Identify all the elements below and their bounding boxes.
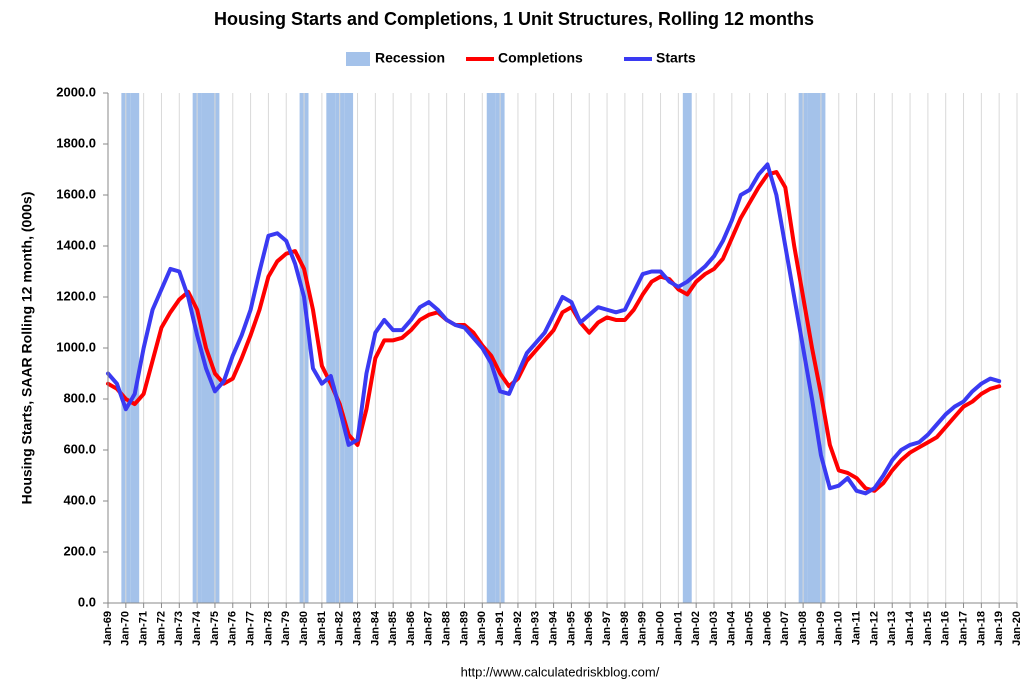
recession-bar <box>682 93 692 603</box>
recession-bar <box>486 93 496 603</box>
x-tick-label: Jan-00 <box>654 611 666 646</box>
x-tick-label: Jan-97 <box>601 611 613 646</box>
x-tick-label: Jan-05 <box>744 611 756 646</box>
x-tick-label: Jan-02 <box>690 611 702 646</box>
x-tick-label: Jan-76 <box>227 611 239 646</box>
legend-swatch <box>346 52 370 66</box>
y-tick-label: 2000.0 <box>56 84 96 99</box>
y-tick-label: 800.0 <box>63 390 96 405</box>
x-tick-label: Jan-08 <box>797 611 809 646</box>
x-tick-label: Jan-06 <box>761 611 773 646</box>
recession-bar <box>130 93 140 603</box>
x-tick-label: Jan-85 <box>387 611 399 646</box>
x-tick-label: Jan-73 <box>173 611 185 646</box>
x-tick-label: Jan-90 <box>476 611 488 646</box>
x-tick-label: Jan-88 <box>441 611 453 646</box>
x-tick-label: Jan-12 <box>868 611 880 646</box>
x-tick-label: Jan-78 <box>262 611 274 646</box>
x-tick-label: Jan-72 <box>155 611 167 646</box>
series-line <box>106 162 1002 496</box>
chart-title: Housing Starts and Completions, 1 Unit S… <box>214 9 814 29</box>
y-tick-label: 400.0 <box>63 492 96 507</box>
x-tick-label: Jan-10 <box>833 611 845 646</box>
x-tick-label: Jan-70 <box>120 611 132 646</box>
x-tick-label: Jan-98 <box>619 611 631 646</box>
recession-bar <box>344 93 354 603</box>
x-tick-label: Jan-89 <box>458 611 470 646</box>
legend-label: Recession <box>375 50 445 66</box>
source-note: http://www.calculatedriskblog.com/ <box>461 664 660 679</box>
x-tick-label: Jan-77 <box>244 611 256 646</box>
x-tick-label: Jan-09 <box>815 611 827 646</box>
y-tick-label: 0.0 <box>78 594 96 609</box>
x-tick-label: Jan-04 <box>726 610 738 646</box>
x-tick-label: Jan-16 <box>940 611 952 646</box>
y-tick-label: 200.0 <box>63 543 96 558</box>
x-tick-label: Jan-75 <box>209 611 221 646</box>
x-tick-label: Jan-11 <box>850 611 862 645</box>
y-tick-label: 1600.0 <box>56 186 96 201</box>
x-tick-label: Jan-20 <box>1011 611 1023 646</box>
x-tick-label: Jan-71 <box>138 611 150 646</box>
x-tick-label: Jan-19 <box>993 611 1005 646</box>
x-tick-label: Jan-94 <box>547 610 559 646</box>
series-line <box>106 170 1002 493</box>
x-tick-label: Jan-18 <box>975 611 987 646</box>
legend-label: Starts <box>656 50 696 66</box>
x-tick-label: Jan-07 <box>779 611 791 646</box>
x-tick-label: Jan-79 <box>280 611 292 646</box>
grid-layer <box>107 93 1018 603</box>
y-tick-label: 1000.0 <box>56 339 96 354</box>
x-tick-label: Jan-01 <box>672 611 684 646</box>
y-tick-label: 1800.0 <box>56 135 96 150</box>
x-tick-label: Jan-84 <box>369 610 381 646</box>
x-tick-label: Jan-92 <box>512 611 524 646</box>
x-tick-label: Jan-69 <box>102 611 114 646</box>
x-tick-label: Jan-13 <box>886 611 898 646</box>
y-tick-label: 600.0 <box>63 441 96 456</box>
y-axis-label: Housing Starts, SAAR Rolling 12 month, (… <box>19 192 35 505</box>
x-tick-label: Jan-93 <box>530 611 542 646</box>
x-tick-label: Jan-91 <box>494 611 506 646</box>
x-tick-label: Jan-74 <box>191 610 203 646</box>
x-tick-label: Jan-17 <box>957 611 969 646</box>
x-tick-label: Jan-80 <box>298 611 310 646</box>
x-tick-label: Jan-14 <box>904 610 916 646</box>
x-tick-label: Jan-81 <box>316 611 328 646</box>
y-tick-label: 1400.0 <box>56 237 96 252</box>
x-tick-label: Jan-86 <box>405 611 417 646</box>
x-tick-label: Jan-99 <box>637 611 649 646</box>
x-tick-label: Jan-83 <box>351 611 363 646</box>
legend-label: Completions <box>498 50 583 66</box>
x-tick-label: Jan-03 <box>708 611 720 646</box>
x-tick-label: Jan-96 <box>583 611 595 646</box>
y-tick-label: 1200.0 <box>56 288 96 303</box>
x-tick-label: Jan-15 <box>922 611 934 646</box>
line-layer <box>106 162 1002 496</box>
x-tick-label: Jan-87 <box>423 611 435 646</box>
x-tick-label: Jan-95 <box>565 611 577 646</box>
recession-bar <box>326 93 336 603</box>
x-tick-label: Jan-82 <box>334 611 346 646</box>
